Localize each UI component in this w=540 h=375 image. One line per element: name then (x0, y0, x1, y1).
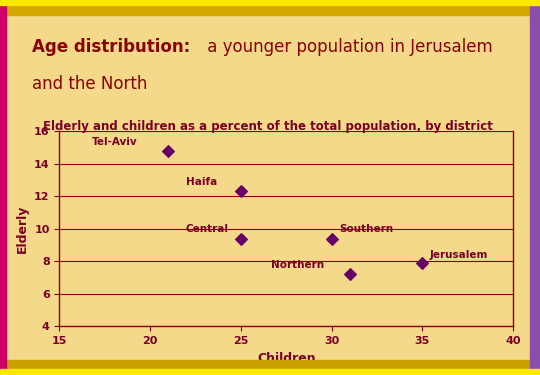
Text: Northern: Northern (271, 260, 325, 270)
Text: Jerusalem: Jerusalem (429, 250, 488, 259)
X-axis label: Children: Children (257, 351, 315, 364)
Text: Age distribution:: Age distribution: (32, 38, 191, 56)
Text: Central: Central (185, 224, 228, 234)
Point (237, 236, 245, 242)
Point (164, 148, 173, 154)
Point (327, 236, 336, 242)
Text: Haifa: Haifa (186, 177, 217, 188)
Point (237, 188, 245, 194)
Text: Southern: Southern (339, 224, 393, 234)
Point (418, 260, 427, 266)
Point (346, 271, 354, 277)
Text: and the North: and the North (32, 75, 148, 93)
Text: a younger population in Jerusalem: a younger population in Jerusalem (202, 38, 493, 56)
Text: Tel-Aviv: Tel-Aviv (92, 137, 137, 147)
Y-axis label: Elderly: Elderly (16, 205, 29, 253)
Text: 8: 8 (514, 359, 524, 373)
Text: Elderly and children as a percent of the total population, by district: Elderly and children as a percent of the… (43, 120, 493, 133)
